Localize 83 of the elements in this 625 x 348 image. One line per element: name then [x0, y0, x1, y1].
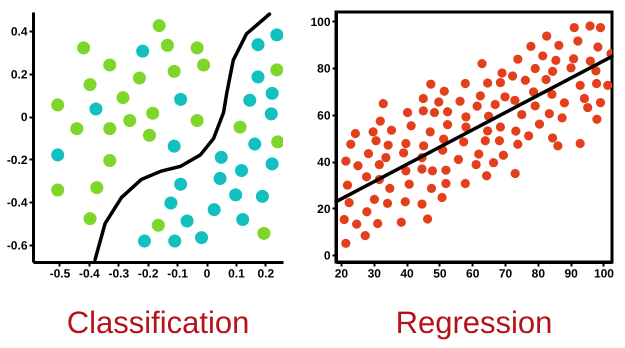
y-tick-label: -0.6 [6, 238, 28, 252]
point [70, 122, 84, 136]
x-tick-label: -0.3 [108, 266, 130, 280]
point [257, 226, 270, 240]
point [235, 164, 248, 178]
point [266, 157, 279, 170]
point [89, 102, 102, 116]
point [197, 58, 210, 72]
point [264, 107, 278, 120]
point [51, 98, 64, 112]
text: Classification [66, 305, 250, 340]
point [229, 188, 242, 202]
point [195, 231, 208, 244]
x-tick-label: 70 [498, 266, 513, 280]
x-tick-label: -0.2 [138, 266, 159, 280]
point [152, 19, 166, 32]
point [77, 41, 90, 54]
point [132, 72, 146, 85]
y-tick-label: -0.2 [6, 152, 28, 167]
y-tick-label: 20 [317, 202, 331, 216]
point [160, 38, 174, 52]
point [103, 58, 116, 72]
y-tick-label: 80 [317, 62, 331, 76]
point [190, 41, 204, 54]
point [168, 234, 182, 248]
point [266, 86, 279, 100]
point [116, 91, 130, 104]
point [208, 203, 221, 216]
point [251, 38, 265, 52]
x-tick-label: 0 [204, 266, 211, 280]
x-tick-label: 20 [334, 266, 348, 280]
y-tick-label: 0.4 [10, 24, 28, 39]
point [251, 70, 265, 84]
point [51, 148, 64, 162]
x-tick-label: 50 [433, 266, 447, 280]
x-tick-label: 0.1 [228, 266, 246, 280]
x-tick-label: 100 [594, 266, 614, 280]
y-tick-label: 0 [324, 248, 331, 262]
point [174, 92, 188, 106]
x-tick-label: -0.5 [50, 266, 71, 280]
x-tick-label: 0.2 [258, 266, 275, 280]
point [214, 150, 228, 164]
y-tick-label: 0.2 [10, 67, 28, 82]
point [136, 44, 150, 58]
point [168, 64, 181, 78]
point [152, 218, 165, 232]
x-tick-label: 60 [466, 266, 480, 280]
x-tick-label: 30 [368, 266, 382, 280]
point [256, 190, 269, 203]
x-tick-label: 40 [400, 266, 414, 280]
point [51, 183, 64, 196]
point [248, 138, 262, 151]
y-tick-label: 60 [317, 108, 331, 122]
x-tick-label: 80 [532, 266, 546, 280]
text: Regression [396, 305, 552, 340]
point [214, 172, 227, 185]
x-tick-label: -0.4 [79, 266, 100, 280]
point [138, 234, 151, 248]
point [146, 106, 160, 120]
point [174, 178, 188, 191]
point [243, 94, 256, 107]
y-tick-label: 100 [310, 14, 331, 29]
point [90, 181, 104, 194]
point [190, 114, 204, 128]
y-tick-label: -0.4 [6, 196, 28, 210]
y-tick-label: 40 [317, 155, 331, 170]
point [84, 212, 97, 226]
point [84, 78, 97, 92]
point [270, 63, 283, 76]
point [236, 212, 250, 226]
point [142, 128, 156, 142]
point [164, 196, 178, 210]
point [180, 214, 194, 228]
y-tick-label: 0 [20, 110, 28, 124]
point [270, 28, 283, 42]
point [103, 122, 116, 136]
point [168, 140, 181, 153]
x-tick-label: -0.1 [167, 266, 188, 280]
point [123, 114, 136, 128]
x-tick-label: 90 [564, 266, 578, 280]
point [271, 135, 283, 148]
point [234, 120, 247, 134]
point [103, 154, 116, 168]
